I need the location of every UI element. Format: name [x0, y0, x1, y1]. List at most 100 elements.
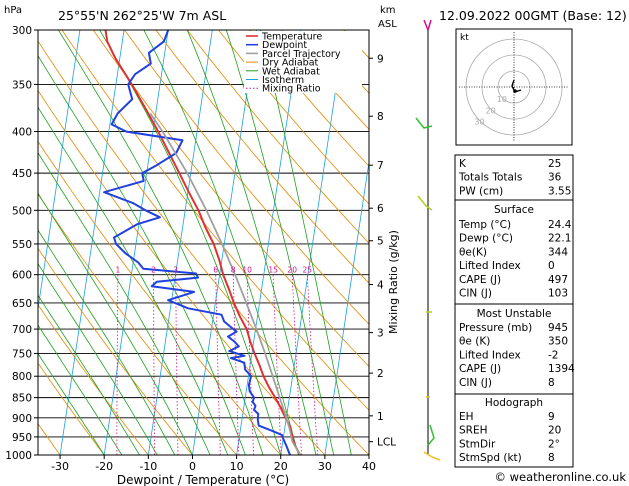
height-tick-label: 7 [377, 160, 384, 172]
pressure-tick-label: 850 [12, 393, 32, 405]
wet-adiabat-line [38, 352, 105, 455]
hodograph-storm-motion [513, 89, 517, 93]
legend-label: Temperature [261, 32, 322, 43]
isotherm-line [324, 159, 369, 455]
isotherm-line [280, 30, 346, 455]
wet-adiabat-line [225, 30, 335, 455]
table-title: Most Unstable [477, 308, 552, 320]
isotherm-line [59, 30, 125, 455]
dry-adiabat-line [92, 30, 369, 368]
wet-adiabat-line [38, 263, 158, 455]
index-value: 9 [548, 411, 555, 423]
temperature-tick-label: 30 [318, 460, 332, 473]
index-value: 20 [548, 425, 561, 437]
index-label: CIN (J) [459, 288, 492, 300]
legend-label: Isotherm [262, 75, 304, 86]
wet-adiabat-line [58, 30, 264, 455]
index-label: θe(K) [459, 246, 487, 258]
index-value: 36 [548, 172, 562, 184]
location-title: 25°55'N 262°25'W 7m ASL [58, 8, 226, 23]
temperature-tick-label: 20 [274, 460, 288, 473]
index-label: CAPE (J) [459, 363, 501, 375]
index-label: Lifted Index [459, 349, 521, 361]
dry-adiabat-line [155, 30, 369, 284]
index-label: EH [459, 411, 474, 423]
wet-adiabat-line [38, 294, 140, 455]
dry-adiabat-line [186, 30, 369, 244]
dry-adiabat-line [61, 30, 369, 411]
temperature-tick-label: -30 [51, 460, 69, 473]
hodograph-ring-label: 10 [497, 95, 507, 104]
index-label: Temp (°C) [458, 219, 511, 231]
pressure-tick-label: 950 [12, 432, 32, 444]
hodograph-ring-label: 30 [474, 118, 484, 127]
wind-barb [427, 19, 432, 31]
index-value: 3.55 [548, 185, 571, 197]
index-label: θe (K) [459, 336, 490, 348]
legend-label: Dewpoint [262, 40, 307, 51]
mixing-ratio-label: 15 [268, 266, 278, 275]
index-label: StmSpd (kt) [459, 452, 522, 464]
temperature-line [104, 30, 302, 455]
index-value: -2 [548, 349, 558, 361]
table-title: Hodograph [485, 397, 543, 409]
pressure-tick-label: 500 [12, 205, 32, 217]
index-label: Dewp (°C) [459, 233, 513, 245]
wet-adiabat-line [186, 30, 317, 455]
index-value: 344 [548, 246, 568, 258]
wet-adiabat-line [38, 152, 211, 455]
wet-adiabat-line [38, 106, 229, 455]
legend-label: Dry Adiabat [262, 58, 319, 69]
pressure-tick-label: 750 [12, 348, 32, 360]
legend-label: Mixing Ratio [262, 84, 321, 95]
wet-adiabat-line [38, 229, 176, 455]
pressure-tick-label: 300 [12, 25, 32, 37]
height-tick-label: 3 [377, 328, 384, 340]
index-label: PW (cm) [459, 185, 503, 197]
index-value: 0 [548, 260, 555, 272]
height-tick-label: LCL [377, 437, 396, 449]
mixing-ratio-axis-title: Mixing Ratio (g/kg) [387, 230, 400, 334]
hodograph-unit-label: kt [460, 33, 469, 43]
plot-frame [37, 29, 370, 456]
dry-adiabat-line [124, 30, 369, 325]
legend-label: Wet Adiabat [262, 66, 320, 77]
mixing-ratio-label: 8 [231, 266, 236, 275]
pressure-tick-label: 600 [12, 270, 32, 282]
copyright-label: © weatheronline.co.uk [494, 470, 626, 484]
isotherm-line [236, 30, 301, 455]
dry-adiabat-line [38, 40, 369, 455]
pressure-tick-label: 350 [12, 79, 32, 91]
datetime-label: 12.09.2022 00GMT (Base: 12) [439, 8, 627, 23]
temperature-tick-label: 40 [362, 460, 376, 473]
wet-adiabat-line [38, 55, 246, 455]
height-tick-label: 2 [377, 368, 384, 380]
isotherm-line [147, 30, 213, 455]
dry-adiabat-line [38, 193, 237, 455]
dry-adiabat-line [38, 140, 281, 455]
wind-barb [417, 195, 433, 211]
index-value: 25 [548, 158, 561, 170]
wind-barb [415, 117, 433, 129]
mixing-ratio-label: 10 [242, 266, 252, 275]
isotherm-line [38, 30, 81, 312]
temperature-tick-label: 0 [189, 460, 196, 473]
index-label: CIN (J) [459, 377, 492, 389]
pressure-tick-label: 400 [12, 127, 32, 139]
index-tables: K 25 Totals Totals 36 PW (cm) 3.55 Surface Temp… [454, 154, 575, 468]
index-label: Pressure (mb) [459, 322, 532, 334]
index-value: 24.4 [548, 219, 572, 231]
pressure-tick-label: 900 [12, 413, 32, 425]
pressure-tick-label: 450 [12, 168, 32, 180]
temperature-tick-label: -10 [139, 460, 157, 473]
wind-barb [423, 19, 429, 31]
index-label: K [459, 158, 467, 170]
index-value: 22.1 [548, 233, 571, 245]
index-value: 103 [548, 288, 568, 300]
pressure-unit-label: hPa [4, 5, 22, 16]
index-label: Totals Totals [458, 172, 522, 184]
mixing-ratio-label: 6 [213, 266, 218, 275]
pressure-tick-label: 700 [12, 324, 32, 336]
dry-adiabat-line [218, 30, 369, 205]
